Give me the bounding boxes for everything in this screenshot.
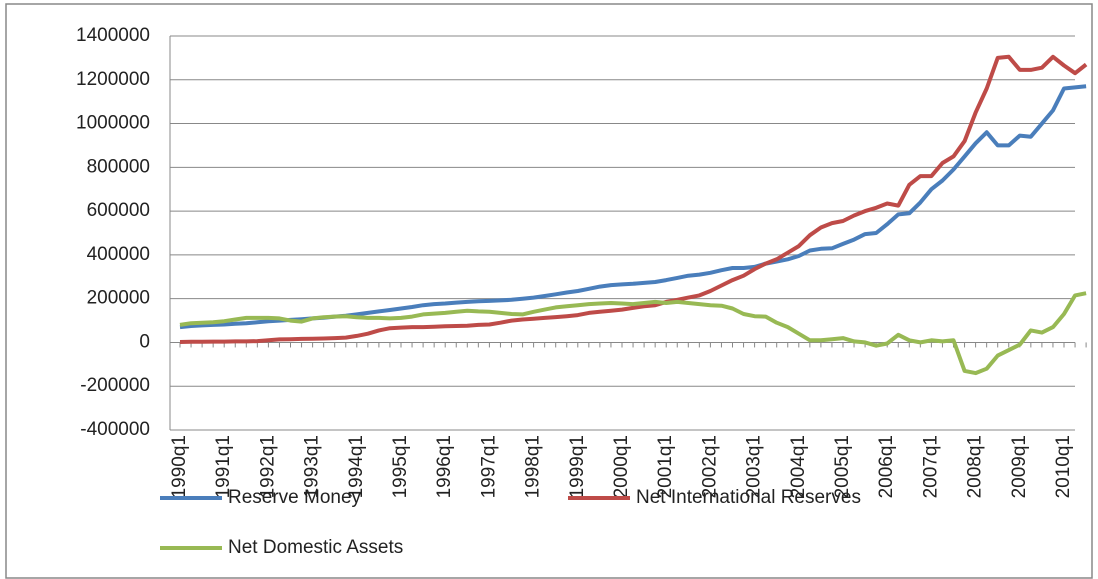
x-tick-label: 2008q1 — [965, 435, 986, 498]
series-line — [179, 54, 1088, 344]
y-tick-label: 1200000 — [76, 69, 150, 90]
x-tick-label: 1998q1 — [523, 435, 544, 498]
legend-label: Net International Reserves — [636, 487, 861, 508]
y-tick-label: -400000 — [80, 419, 150, 440]
x-tick-label: 1999q1 — [567, 435, 588, 498]
series-line — [179, 291, 1087, 376]
x-tick-label: 2005q1 — [832, 435, 853, 498]
x-tick-label: 1997q1 — [478, 435, 499, 498]
legend-label: Net Domestic Assets — [228, 537, 403, 558]
y-tick-label: 1400000 — [76, 25, 150, 46]
legend-label: Reserve Money — [228, 487, 362, 508]
x-tick-label: 2001q1 — [655, 435, 676, 498]
x-tick-label: 2006q1 — [876, 435, 897, 498]
y-tick-label: 0 — [139, 331, 150, 352]
y-tick-label: -200000 — [80, 375, 150, 396]
y-tick-label: 200000 — [87, 288, 150, 309]
x-tick-label: 1995q1 — [390, 435, 411, 498]
x-tick-label: 2010q1 — [1053, 435, 1074, 498]
x-tick-label: 1990q1 — [169, 435, 190, 498]
x-tick-label: 1996q1 — [434, 435, 455, 498]
x-tick-label: 1992q1 — [257, 435, 278, 498]
x-tick-label: 2002q1 — [699, 435, 720, 498]
y-tick-label: 600000 — [87, 200, 150, 221]
x-tick-label: 2007q1 — [920, 435, 941, 498]
y-tick-label: 800000 — [87, 156, 150, 177]
y-tick-label: 1000000 — [76, 113, 150, 134]
x-tick-label: 2004q1 — [788, 435, 809, 498]
x-tick-label: 1991q1 — [213, 435, 234, 498]
x-tick-label: 1994q1 — [346, 435, 367, 498]
x-tick-label: 2009q1 — [1009, 435, 1030, 498]
x-tick-label: 2000q1 — [611, 435, 632, 498]
y-tick-label: 400000 — [87, 244, 150, 265]
x-tick-label: 1993q1 — [302, 435, 323, 498]
chart-border — [5, 3, 1093, 579]
x-tick-label: 2003q1 — [744, 435, 765, 498]
